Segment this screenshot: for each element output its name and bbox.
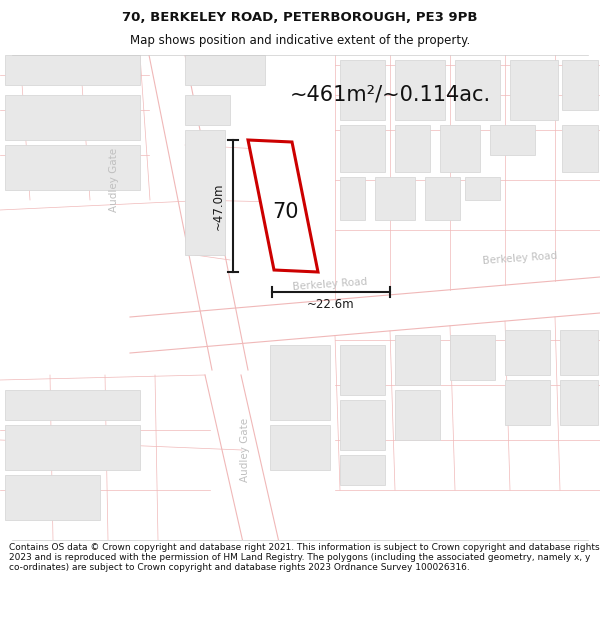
Polygon shape xyxy=(395,60,445,120)
Polygon shape xyxy=(185,95,230,125)
Polygon shape xyxy=(5,425,140,470)
Polygon shape xyxy=(490,125,535,155)
Polygon shape xyxy=(270,425,330,470)
Polygon shape xyxy=(5,95,140,140)
Polygon shape xyxy=(270,345,330,420)
Polygon shape xyxy=(425,177,460,220)
Polygon shape xyxy=(5,475,100,520)
Polygon shape xyxy=(510,60,558,120)
Polygon shape xyxy=(395,335,440,385)
Polygon shape xyxy=(340,60,385,120)
Polygon shape xyxy=(450,335,495,380)
Polygon shape xyxy=(505,380,550,425)
Polygon shape xyxy=(505,330,550,375)
Text: Map shows position and indicative extent of the property.: Map shows position and indicative extent… xyxy=(130,34,470,47)
Polygon shape xyxy=(465,177,500,200)
Polygon shape xyxy=(340,455,385,485)
Polygon shape xyxy=(562,60,598,110)
Polygon shape xyxy=(560,380,598,425)
Polygon shape xyxy=(248,140,318,272)
Text: 70: 70 xyxy=(272,202,298,222)
Text: ~47.0m: ~47.0m xyxy=(212,182,224,230)
Polygon shape xyxy=(340,177,365,220)
Polygon shape xyxy=(395,125,430,172)
Polygon shape xyxy=(185,55,265,85)
Text: Berkeley Road: Berkeley Road xyxy=(482,251,557,266)
Polygon shape xyxy=(340,400,385,450)
Polygon shape xyxy=(340,345,385,395)
Text: Audley Gate: Audley Gate xyxy=(109,148,119,212)
Text: ~461m²/~0.114ac.: ~461m²/~0.114ac. xyxy=(290,85,491,105)
Text: Audley Gate: Audley Gate xyxy=(240,418,250,482)
Text: Berkeley Road: Berkeley Road xyxy=(292,276,368,292)
Polygon shape xyxy=(562,125,598,172)
Polygon shape xyxy=(185,130,225,255)
Polygon shape xyxy=(455,60,500,120)
Polygon shape xyxy=(560,330,598,375)
Polygon shape xyxy=(340,125,385,172)
Polygon shape xyxy=(395,390,440,440)
Polygon shape xyxy=(375,177,415,220)
Text: ~22.6m: ~22.6m xyxy=(307,299,355,311)
Polygon shape xyxy=(5,145,140,190)
Polygon shape xyxy=(440,125,480,172)
Polygon shape xyxy=(5,390,140,420)
Text: 70, BERKELEY ROAD, PETERBOROUGH, PE3 9PB: 70, BERKELEY ROAD, PETERBOROUGH, PE3 9PB xyxy=(122,11,478,24)
Polygon shape xyxy=(5,55,140,85)
Text: Contains OS data © Crown copyright and database right 2021. This information is : Contains OS data © Crown copyright and d… xyxy=(9,542,599,572)
